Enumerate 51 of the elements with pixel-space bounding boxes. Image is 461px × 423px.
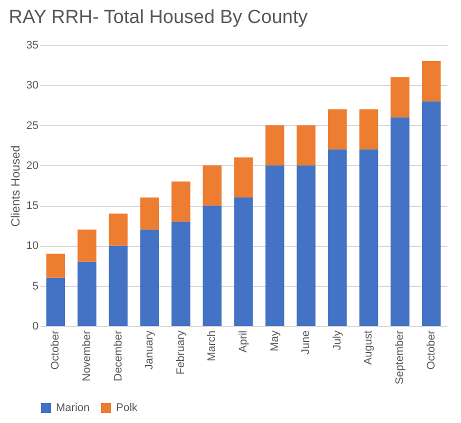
bar [234, 198, 253, 326]
bar [234, 157, 253, 198]
y-tick-label: 20 [26, 160, 38, 172]
bar [46, 254, 66, 278]
bar [422, 61, 441, 102]
y-tick-label: 35 [26, 40, 38, 52]
bar [328, 149, 347, 326]
bar [359, 149, 378, 326]
y-tick-label: 5 [32, 280, 38, 292]
chart-title: RAY RRH- Total Housed By County [8, 7, 308, 28]
x-tick-label: August [362, 330, 375, 365]
bar [296, 165, 316, 326]
y-tick-label: 10 [26, 240, 38, 252]
bar [140, 198, 159, 230]
bar [265, 165, 284, 326]
x-tick-label: June [300, 330, 312, 354]
x-tick-label: May [268, 330, 281, 352]
legend-label: Polk [116, 402, 138, 414]
x-tick-label: November [80, 330, 93, 382]
y-tick-label: 15 [26, 200, 38, 212]
bar [296, 125, 316, 166]
y-tick-label: 30 [26, 80, 38, 92]
legend-label: Marion [56, 402, 90, 414]
x-tick-label: December [112, 330, 124, 382]
bar [422, 101, 441, 326]
x-tick-label: March [206, 330, 218, 362]
x-tick-label: October [50, 330, 62, 370]
bar [359, 109, 378, 150]
x-tick-label: April [238, 330, 250, 353]
bar [171, 222, 190, 326]
bar [108, 246, 128, 326]
x-tick-label: October [425, 330, 438, 370]
bar [108, 214, 128, 246]
bar [265, 125, 284, 166]
bar [171, 181, 190, 222]
y-axis-title: Clients Housed [8, 145, 22, 227]
bar [390, 77, 410, 118]
bar [390, 117, 410, 326]
x-tick-label: January [144, 330, 156, 370]
y-tick-label: 25 [26, 120, 38, 132]
bar [202, 165, 222, 206]
bar [202, 206, 222, 326]
x-tick-label: February [174, 330, 187, 375]
bar [78, 230, 96, 262]
bar [46, 278, 66, 326]
bar [78, 262, 96, 326]
y-tick-label: 0 [32, 320, 38, 332]
bar [328, 109, 347, 150]
x-tick-label: July [331, 330, 344, 350]
bar [140, 230, 159, 326]
x-tick-label: September [394, 330, 406, 384]
